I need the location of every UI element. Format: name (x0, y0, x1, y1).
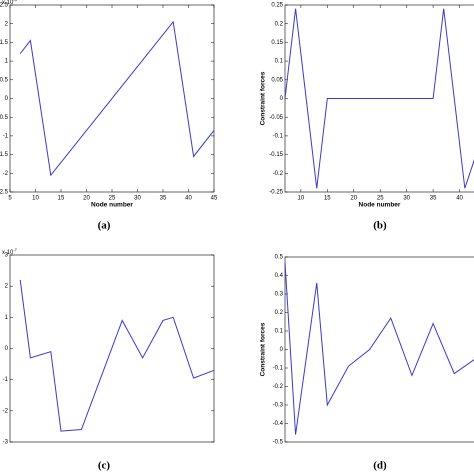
y-tick-label: 0.15 (271, 40, 283, 46)
x-tick-label: 35 (160, 196, 167, 202)
y-tick-label: 0 (280, 96, 284, 102)
y-tick-label: -0.3 (273, 403, 284, 409)
y-tick-label: 0.3 (275, 292, 284, 298)
y-tick-label: 0.25 (271, 3, 283, 9)
data-line (19, 20, 215, 177)
y-tick-label: 1 (5, 59, 9, 65)
y-tick-label: -0.15 (269, 152, 283, 158)
y-offset-exponent: -7 (13, 247, 17, 252)
y-offset: x 10-7 (2, 247, 18, 256)
y-offset-exponent: -3 (13, 0, 17, 2)
y-tick-label: 0.5 (0, 77, 9, 83)
panel-caption: (b) (373, 220, 387, 232)
y-axis-label: Constraint forces (260, 71, 267, 125)
y-offset-base: x 10 (2, 250, 14, 256)
x-tick-label: 5 (8, 196, 12, 202)
y-tick-label: 0.1 (275, 329, 284, 335)
data-line (284, 262, 474, 435)
x-tick-label: 10 (298, 196, 305, 202)
x-axis-label: Node number (359, 202, 401, 209)
y-tick-label: -0.5 (273, 440, 284, 446)
y-tick-label: -0.1 (273, 133, 284, 139)
x-tick-label: 45 (211, 196, 218, 202)
y-tick-label: -0.1 (273, 366, 284, 372)
x-tick-label: 25 (109, 196, 116, 202)
y-offset: x 10-3 (2, 0, 18, 6)
x-tick-label: 15 (324, 196, 331, 202)
x-tick-label: 15 (58, 196, 65, 202)
y-tick-label: -0.4 (273, 421, 284, 427)
y-axis-label: Constraint forces (260, 322, 267, 376)
y-tick-label: -2 (3, 171, 9, 177)
y-tick-label: -2.5 (0, 190, 9, 196)
y-tick-label: -0.05 (269, 115, 283, 121)
y-tick-label: 1.5 (0, 40, 9, 46)
y-tick-label: 2.5 (0, 3, 9, 9)
x-tick-label: 30 (403, 196, 410, 202)
y-tick-label: -0.2 (273, 384, 284, 390)
data-line (19, 279, 215, 432)
y-tick-label: 0.2 (275, 21, 284, 27)
data-line (284, 8, 474, 189)
y-tick-label: 0.2 (275, 310, 284, 316)
y-tick-label: 2 (5, 21, 9, 27)
y-tick-label: 0 (5, 346, 9, 352)
plot-frame (284, 256, 474, 443)
y-tick-label: -1.5 (0, 152, 9, 158)
x-tick-label: 35 (430, 196, 437, 202)
y-tick-label: -1 (3, 133, 9, 139)
x-tick-label: 25 (377, 196, 384, 202)
y-tick-label: 0.4 (275, 273, 284, 279)
panel-caption: (a) (98, 220, 111, 232)
panel-caption: (d) (373, 460, 387, 472)
panel-caption: (c) (98, 460, 111, 472)
x-tick-label: 40 (456, 196, 463, 202)
y-tick-label: -1 (3, 377, 9, 383)
y-offset-base: x 10 (2, 0, 14, 6)
y-tick-label: 0.1 (275, 59, 284, 65)
y-tick-label: 0.5 (275, 255, 284, 261)
y-tick-label: 0.05 (271, 77, 283, 83)
y-tick-label: 1 (5, 315, 9, 321)
x-tick-label: 20 (350, 196, 357, 202)
y-tick-label: -0.2 (273, 171, 284, 177)
x-tick-label: 30 (134, 196, 141, 202)
y-tick-label: -2 (3, 408, 9, 414)
y-tick-label: 0 (5, 96, 9, 102)
y-tick-label: -0.5 (0, 115, 9, 121)
x-tick-label: 10 (32, 196, 39, 202)
x-tick-label: 20 (83, 196, 90, 202)
x-tick-label: 40 (185, 196, 192, 202)
y-tick-label: 0 (280, 347, 284, 353)
x-axis-label: Node number (91, 202, 133, 209)
y-tick-label: 2 (5, 284, 9, 290)
y-tick-label: 3 (5, 253, 9, 259)
y-tick-label: -0.25 (269, 190, 283, 196)
y-tick-label: -3 (3, 440, 9, 446)
